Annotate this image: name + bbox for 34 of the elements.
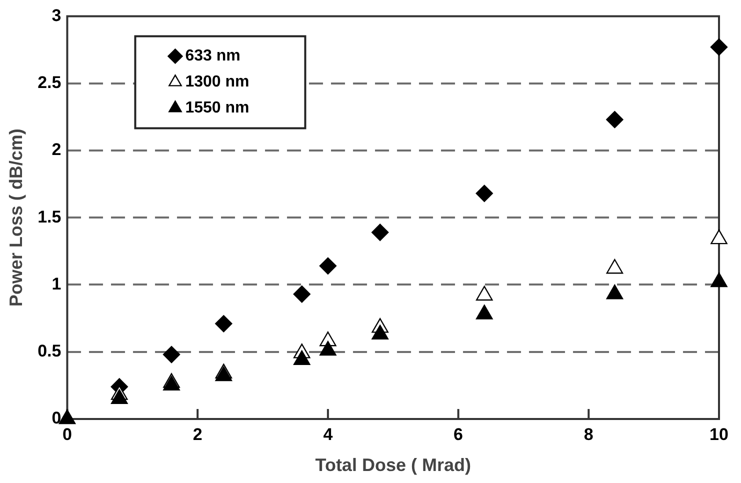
y-axis-title: Power Loss ( dB/cm) (6, 128, 26, 307)
point (372, 324, 388, 340)
y-tick-label: 2 (52, 140, 62, 160)
point (476, 304, 493, 320)
y-tick-label: 1.5 (38, 207, 62, 226)
point (606, 110, 624, 128)
point (606, 259, 624, 274)
point (710, 38, 728, 56)
point (110, 389, 128, 404)
y-tick-label: 1 (52, 274, 62, 294)
y-tick-label: 0 (52, 408, 62, 428)
y-tick-label: 3 (52, 6, 62, 25)
point (371, 224, 389, 241)
point (215, 366, 232, 382)
x-tick-label: 4 (323, 424, 334, 444)
x-tick-label: 6 (454, 424, 464, 444)
point (163, 376, 180, 391)
point (58, 409, 76, 424)
point (710, 229, 728, 244)
x-tick-label: 10 (710, 424, 728, 444)
x-tick-label: 2 (192, 424, 202, 444)
point (476, 184, 493, 202)
y-tick-label: 2.5 (38, 73, 62, 92)
x-axis-title: Total Dose ( Mrad) (315, 455, 471, 476)
point (710, 272, 728, 288)
y-tick-label: 0.5 (38, 342, 62, 361)
x-tick-label: 8 (584, 424, 594, 444)
point (606, 284, 624, 300)
point (320, 340, 336, 356)
legend-label: 633 nm (185, 48, 240, 65)
legend-label: 1300 nm (185, 74, 250, 91)
point (476, 286, 493, 301)
legend-label: 1550 nm (185, 100, 250, 117)
point (293, 350, 310, 366)
